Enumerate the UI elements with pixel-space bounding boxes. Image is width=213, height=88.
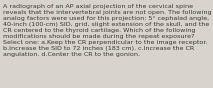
Text: A radiograph of an AP axial projection of the cervical spine
reveals that the in: A radiograph of an AP axial projection o… — [3, 4, 212, 57]
